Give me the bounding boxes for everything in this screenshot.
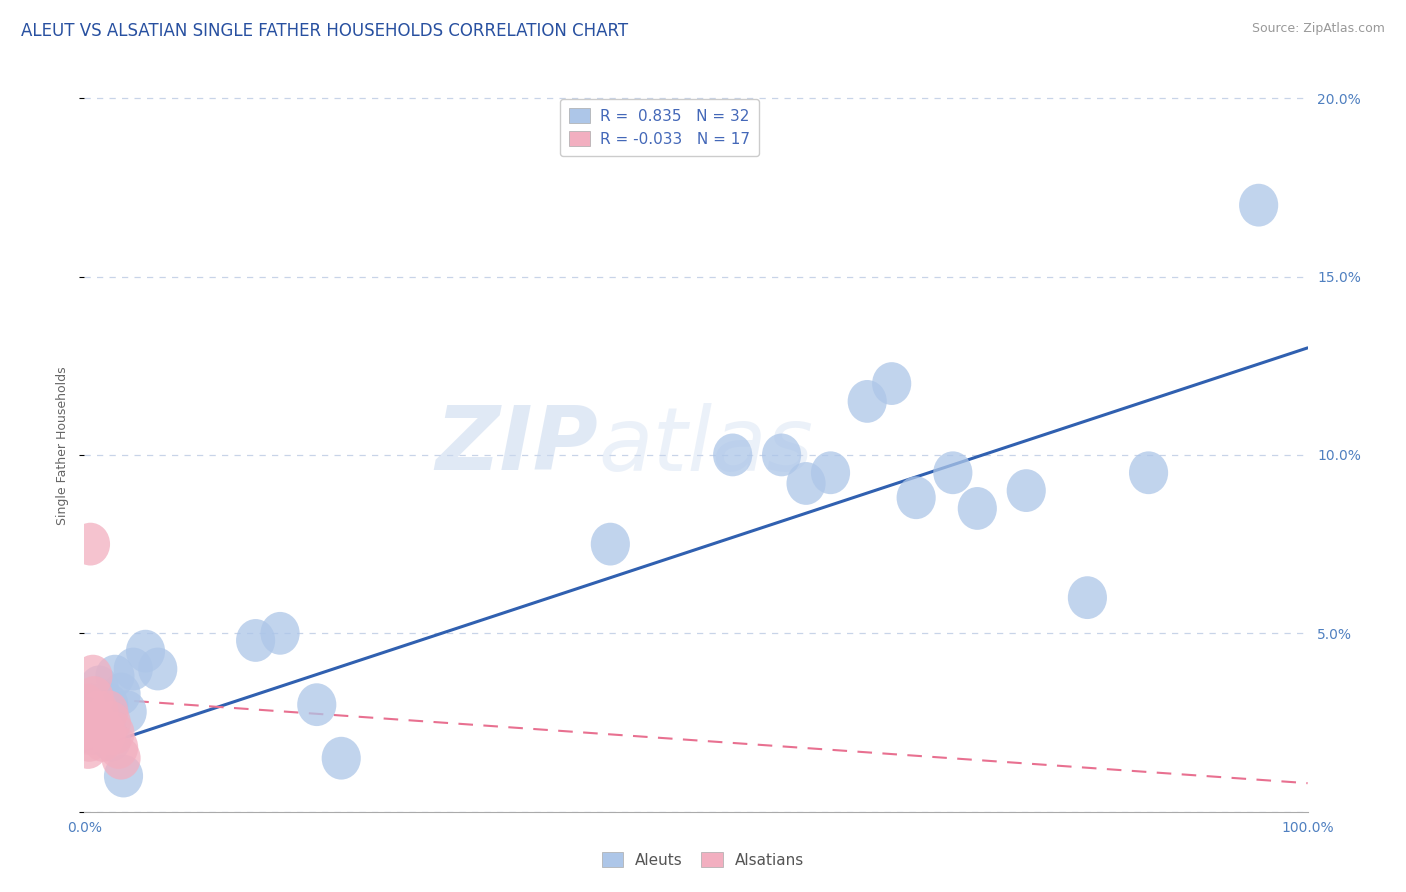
Text: atlas: atlas xyxy=(598,403,813,489)
Ellipse shape xyxy=(114,648,153,690)
Ellipse shape xyxy=(89,683,128,726)
Ellipse shape xyxy=(101,737,141,780)
Ellipse shape xyxy=(80,665,118,708)
Ellipse shape xyxy=(96,655,135,698)
Text: ZIP: ZIP xyxy=(436,402,598,490)
Ellipse shape xyxy=(957,487,997,530)
Ellipse shape xyxy=(69,726,108,769)
Ellipse shape xyxy=(75,712,114,755)
Ellipse shape xyxy=(77,701,117,744)
Ellipse shape xyxy=(91,719,131,762)
Text: Source: ZipAtlas.com: Source: ZipAtlas.com xyxy=(1251,22,1385,36)
Legend: R =  0.835   N = 32, R = -0.033   N = 17: R = 0.835 N = 32, R = -0.033 N = 17 xyxy=(560,99,759,156)
Y-axis label: Single Father Households: Single Father Households xyxy=(56,367,69,525)
Ellipse shape xyxy=(83,719,122,762)
Ellipse shape xyxy=(1129,451,1168,494)
Ellipse shape xyxy=(96,712,135,755)
Ellipse shape xyxy=(297,683,336,726)
Ellipse shape xyxy=(260,612,299,655)
Ellipse shape xyxy=(108,690,146,733)
Ellipse shape xyxy=(70,523,110,566)
Ellipse shape xyxy=(1007,469,1046,512)
Ellipse shape xyxy=(98,726,138,769)
Ellipse shape xyxy=(322,737,361,780)
Ellipse shape xyxy=(897,476,936,519)
Ellipse shape xyxy=(848,380,887,423)
Ellipse shape xyxy=(1067,576,1107,619)
Ellipse shape xyxy=(75,676,114,719)
Ellipse shape xyxy=(713,434,752,476)
Ellipse shape xyxy=(70,683,110,726)
Ellipse shape xyxy=(762,434,801,476)
Ellipse shape xyxy=(127,630,165,673)
Ellipse shape xyxy=(101,673,141,715)
Ellipse shape xyxy=(236,619,276,662)
Ellipse shape xyxy=(65,701,104,744)
Ellipse shape xyxy=(872,362,911,405)
Ellipse shape xyxy=(811,451,851,494)
Text: ALEUT VS ALSATIAN SINGLE FATHER HOUSEHOLDS CORRELATION CHART: ALEUT VS ALSATIAN SINGLE FATHER HOUSEHOL… xyxy=(21,22,628,40)
Ellipse shape xyxy=(66,683,105,726)
Ellipse shape xyxy=(83,690,122,733)
Ellipse shape xyxy=(1239,184,1278,227)
Ellipse shape xyxy=(80,690,118,733)
Ellipse shape xyxy=(104,755,143,797)
Ellipse shape xyxy=(786,462,825,505)
Ellipse shape xyxy=(91,701,131,744)
Ellipse shape xyxy=(89,690,128,733)
Ellipse shape xyxy=(138,648,177,690)
Ellipse shape xyxy=(70,719,108,762)
Ellipse shape xyxy=(934,451,973,494)
Ellipse shape xyxy=(87,701,127,744)
Ellipse shape xyxy=(67,712,107,755)
Ellipse shape xyxy=(591,523,630,566)
Legend: Aleuts, Alsatians: Aleuts, Alsatians xyxy=(596,846,810,873)
Ellipse shape xyxy=(87,712,127,755)
Ellipse shape xyxy=(73,655,112,698)
